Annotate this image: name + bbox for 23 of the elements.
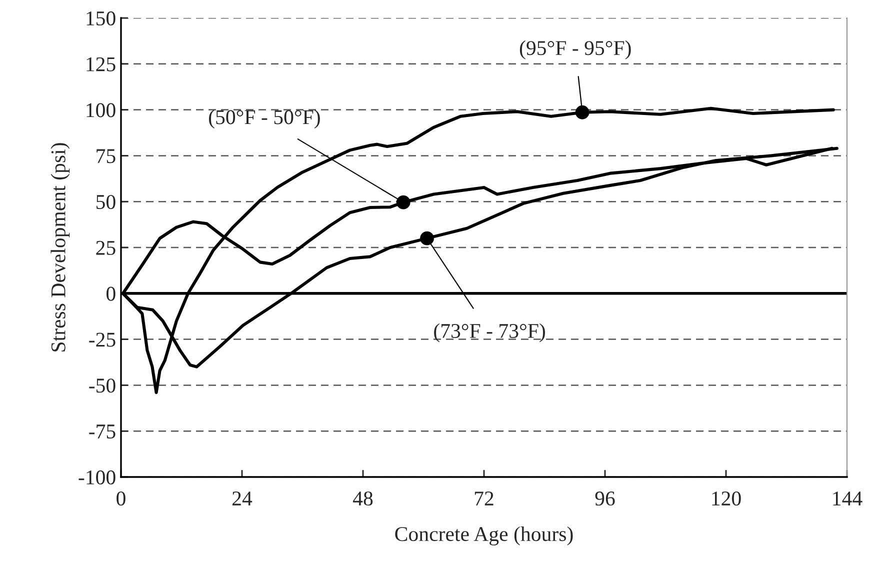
y-tick-label: -25 — [89, 332, 116, 347]
y-tick-label: -50 — [89, 378, 116, 393]
x-tick-label: 120 — [712, 491, 741, 506]
y-tick-label: 0 — [106, 286, 116, 301]
y-tick-label: 50 — [96, 194, 116, 210]
y-tick-label: 125 — [86, 57, 116, 72]
annotation: (73°F - 73°F) — [434, 323, 545, 342]
y-tick-label: 25 — [96, 240, 116, 255]
y-tick-label: -75 — [89, 424, 116, 439]
annotation: (95°F - 95°F) — [520, 40, 631, 60]
y-tick-label: -100 — [78, 470, 116, 484]
x-tick-label: 24 — [232, 492, 252, 506]
x-axis-title: Concrete Age (hours) — [395, 526, 573, 546]
y-tick-label: 75 — [96, 149, 116, 164]
x-tick-label: 72 — [474, 492, 494, 506]
annotation: (50°F - 50°F) — [208, 110, 320, 128]
x-tick-label: 96 — [595, 492, 615, 506]
y-axis-title: Stress Development (psi) — [50, 143, 70, 352]
y-tick-label: 150 — [86, 11, 116, 26]
x-tick-label: 48 — [352, 491, 373, 506]
x-tick-label: 0 — [116, 491, 126, 506]
x-tick-label: 144 — [833, 492, 862, 506]
y-tick-label: 100 — [86, 103, 116, 118]
